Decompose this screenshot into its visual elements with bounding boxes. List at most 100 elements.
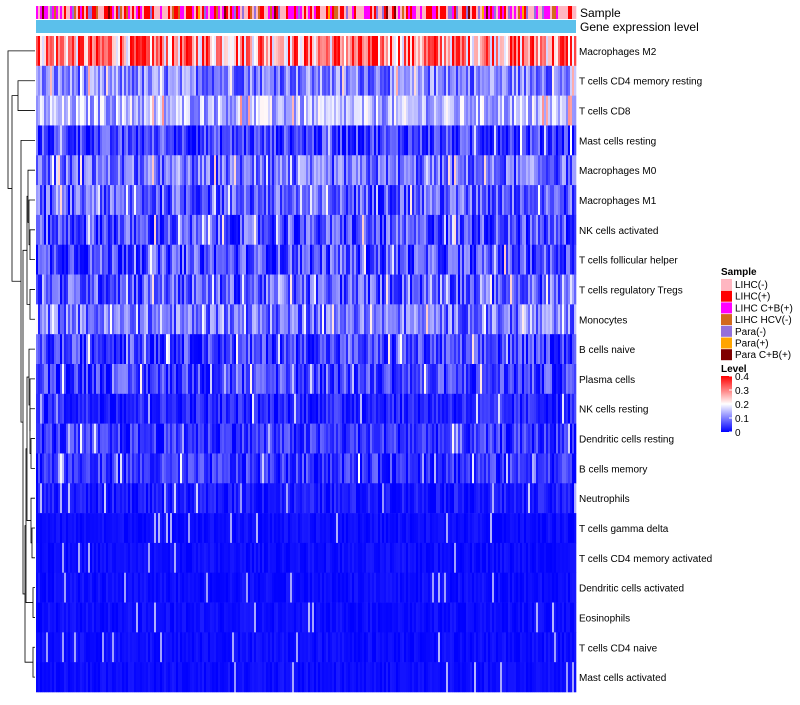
sample-annotation-cell [430,6,433,19]
heatmap-cell [190,214,193,246]
heatmap-cell [224,214,227,246]
heatmap-cell [516,513,519,544]
heatmap-cell [470,483,473,514]
heatmap-cell [396,36,399,67]
heatmap-cell [536,423,539,454]
heatmap-cell [132,244,135,275]
heatmap-cell [146,274,149,305]
heatmap-cell [308,36,311,67]
heatmap-cell [196,393,199,424]
heatmap-cell [144,244,147,275]
heatmap-cell [42,214,45,246]
heatmap-cell [108,542,111,574]
heatmap-cell [572,244,575,275]
heatmap-cell [226,36,229,67]
heatmap-cell [168,274,171,305]
heatmap-cell [232,513,235,544]
sample-annotation-cell [558,6,561,19]
sample-annotation-cell [442,6,445,19]
dendrogram-branch [29,408,35,454]
heatmap-cell [542,423,545,454]
heatmap-cell [188,125,191,156]
heatmap-cell [114,423,117,454]
heatmap-cell [244,95,247,126]
heatmap-cell [300,125,303,156]
heatmap-cell [448,65,451,96]
heatmap-cell [538,483,541,514]
heatmap-cell [296,364,299,395]
heatmap-cell [290,65,293,96]
heatmap-cell [352,393,355,424]
heatmap-cell [78,334,81,365]
heatmap-cell [148,542,151,574]
heatmap-cell [506,423,509,454]
heatmap-cell [218,274,221,305]
heatmap-cell [390,244,393,275]
heatmap-cell [460,95,463,126]
heatmap-cell [176,304,179,335]
heatmap-cell [508,513,511,544]
heatmap-cell [80,364,83,395]
heatmap-cell [132,334,135,365]
heatmap-cell [194,185,197,216]
sample-annotation-cell [350,6,353,19]
heatmap-cell [268,185,271,216]
heatmap-cell [134,393,137,424]
heatmap-cell [148,155,151,186]
heatmap-cell [506,214,509,246]
heatmap-cell [468,513,471,544]
heatmap-cell [508,304,511,335]
sample-annotation-cell [206,6,209,19]
heatmap-cell [212,65,215,96]
heatmap-cell [492,125,495,156]
heatmap-cell [438,423,441,454]
heatmap-cell [368,185,371,216]
heatmap-cell [78,36,81,67]
heatmap-cell [94,483,97,514]
heatmap-cell [304,274,307,305]
heatmap-cell [44,334,47,365]
heatmap-cell [198,214,201,246]
heatmap-cell [130,453,133,484]
heatmap-cell [382,453,385,484]
heatmap-cell [104,125,107,156]
heatmap-cell [164,214,167,246]
heatmap-cell [380,125,383,156]
heatmap-cell [118,542,121,574]
heatmap-cell [294,274,297,305]
heatmap-cell [270,453,273,484]
heatmap-cell [298,214,301,246]
heatmap-cell [400,95,403,126]
heatmap-cell [162,334,165,365]
heatmap-cell [282,244,285,275]
heatmap-cell [154,214,157,246]
heatmap-cell [418,393,421,424]
heatmap-cell [206,244,209,275]
heatmap-cell [252,65,255,96]
heatmap-cell [224,274,227,305]
heatmap-cell [570,334,573,365]
heatmap-cell [356,513,359,544]
heatmap-cell [182,244,185,275]
heatmap-cell [120,244,123,275]
heatmap-cell [438,36,441,67]
heatmap-cell [210,364,213,395]
heatmap-cell [212,155,215,186]
heatmap-cell [198,364,201,395]
heatmap-cell [40,542,43,574]
heatmap-cell [234,423,237,454]
heatmap-cell [190,155,193,186]
heatmap-cell [430,95,433,126]
heatmap-cell [324,334,327,365]
heatmap-cell [334,483,337,514]
heatmap-cell [76,36,79,67]
heatmap-cell [546,334,549,365]
heatmap-cell [350,393,353,424]
heatmap-cell [52,453,55,484]
heatmap-cell [412,274,415,305]
heatmap-cell [40,483,43,514]
heatmap-cell [464,334,467,365]
heatmap-cell [532,185,535,216]
heatmap-cell [378,244,381,275]
heatmap-cell [248,304,251,335]
